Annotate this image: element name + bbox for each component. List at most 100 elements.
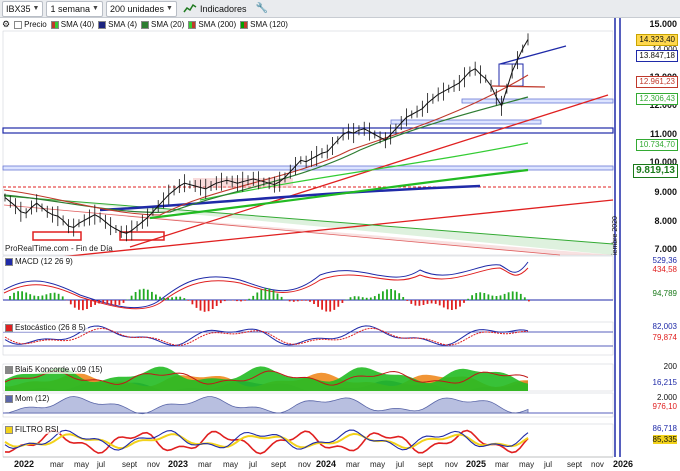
chevron-down-icon: ▼	[32, 5, 40, 12]
macd-bar	[349, 297, 352, 300]
pane-title: MACD (12 26 9)	[15, 257, 73, 266]
legend-sma200[interactable]: SMA (200)	[188, 20, 236, 29]
macd-bar	[438, 300, 441, 306]
macd-bar	[528, 300, 530, 302]
macd-bar	[309, 300, 311, 302]
wrench-small-icon[interactable]: ⚙	[2, 19, 11, 29]
macd-bar	[329, 300, 332, 312]
pane-title: Estocástico (26 8 5)	[15, 323, 86, 332]
legend-sma40[interactable]: SMA (40)	[50, 20, 95, 29]
pane-title: Blai5 Koncorde v.09 (15)	[15, 365, 103, 374]
rsi-label[interactable]: FILTRO RSI	[3, 425, 61, 434]
red-trendline-steep	[129, 94, 609, 248]
macd-bar	[179, 296, 182, 300]
symbol-selector[interactable]: IBX35 ▼	[2, 0, 44, 17]
settings-button[interactable]: 🔧	[252, 2, 270, 16]
macd-bar	[503, 293, 506, 300]
macd-bar	[203, 300, 206, 312]
macd-bar	[199, 300, 202, 311]
indicators-label: Indicadores	[199, 3, 247, 14]
color-swatch	[5, 257, 13, 266]
koncorde-tag: 16,215	[652, 378, 677, 387]
stoch-pane	[2, 321, 614, 356]
legend-sma120[interactable]: SMA (120)	[240, 20, 288, 29]
month-label: may	[519, 460, 535, 469]
macd-bar	[21, 291, 23, 300]
mom-area	[4, 396, 529, 415]
pane-title: Mom (12)	[15, 394, 50, 403]
mom-label[interactable]: Mom (12)	[3, 394, 52, 403]
band-11500	[390, 119, 542, 125]
macd-bar	[151, 291, 153, 300]
macd-bar	[98, 300, 100, 304]
macd-bar	[236, 300, 238, 302]
macd-bar	[317, 300, 319, 307]
macd-bar	[446, 300, 449, 310]
koncorde-label[interactable]: Blai5 Koncorde v.09 (15)	[3, 365, 105, 374]
macd-bar	[191, 300, 194, 305]
macd-tag: 529,36	[652, 256, 677, 265]
macd-bar	[61, 296, 64, 300]
color-swatch	[5, 323, 13, 332]
indicators-button[interactable]: Indicadores	[180, 2, 250, 16]
month-label: may	[223, 460, 239, 469]
rsi-tag: 85,335	[652, 435, 677, 444]
period-selector[interactable]: 1 semana ▼	[46, 0, 103, 17]
macd-bar	[451, 300, 453, 310]
band-12300	[461, 98, 614, 104]
macd-bar	[272, 290, 275, 300]
macd-bar	[207, 300, 210, 312]
macd-bar	[357, 296, 360, 300]
month-label: nov	[298, 460, 311, 469]
macd-bar	[475, 293, 478, 300]
price-tag-sma-long: 9.819,13	[633, 164, 678, 178]
stoch-tag: 82,003	[652, 322, 677, 331]
macd-bar	[353, 296, 356, 300]
macd-bar	[491, 295, 494, 300]
legend-precio[interactable]: Precio	[14, 20, 47, 29]
macd-bar	[223, 300, 226, 302]
macd-bar	[507, 292, 510, 300]
month-label: sept	[418, 460, 434, 469]
pane-title: FILTRO RSI	[15, 425, 59, 434]
macd-bar	[53, 292, 56, 300]
legend-sma4[interactable]: SMA (4)	[98, 20, 137, 29]
color-swatch	[5, 394, 13, 403]
macd-bar	[264, 288, 267, 300]
month-label: sept	[122, 460, 138, 469]
macd-histogram	[9, 288, 530, 312]
koncorde-areas	[4, 366, 529, 391]
price-tick: 10.000	[649, 157, 677, 167]
main-pane	[2, 30, 614, 256]
sma-200	[149, 168, 529, 220]
legend-sma20[interactable]: SMA (20)	[141, 20, 184, 29]
macd-label[interactable]: MACD (12 26 9)	[3, 257, 75, 266]
legend-label: SMA (4)	[108, 20, 138, 29]
rsi-red-line	[4, 429, 529, 455]
macd-bar	[499, 295, 502, 300]
macd-bar	[523, 297, 526, 300]
macd-bar	[102, 300, 105, 304]
macd-bar	[467, 298, 469, 300]
macd-bar	[13, 292, 15, 300]
month-label: mar	[198, 460, 212, 469]
macd-bar	[455, 300, 457, 310]
macd-bar	[138, 289, 141, 300]
macd-pane	[2, 255, 614, 301]
mom-tag: 2.000	[656, 393, 677, 402]
month-label: may	[370, 460, 386, 469]
macd-bar	[37, 296, 40, 300]
data-credit: ProRealTime.com - Fin de Día	[5, 244, 113, 253]
macd-bar	[422, 300, 425, 305]
year-label: 2025	[466, 459, 487, 469]
stoch-label[interactable]: Estocástico (26 8 5)	[3, 323, 88, 332]
legend-label: SMA (40)	[60, 20, 95, 29]
units-selector[interactable]: 200 unidades ▼	[105, 0, 177, 17]
macd-bar	[459, 300, 461, 307]
red-trendline-long	[49, 199, 614, 259]
mom-tag: 976,10	[652, 402, 677, 411]
macd-bar	[118, 300, 121, 305]
red-level-12960	[491, 85, 546, 88]
macd-bar	[219, 300, 222, 304]
